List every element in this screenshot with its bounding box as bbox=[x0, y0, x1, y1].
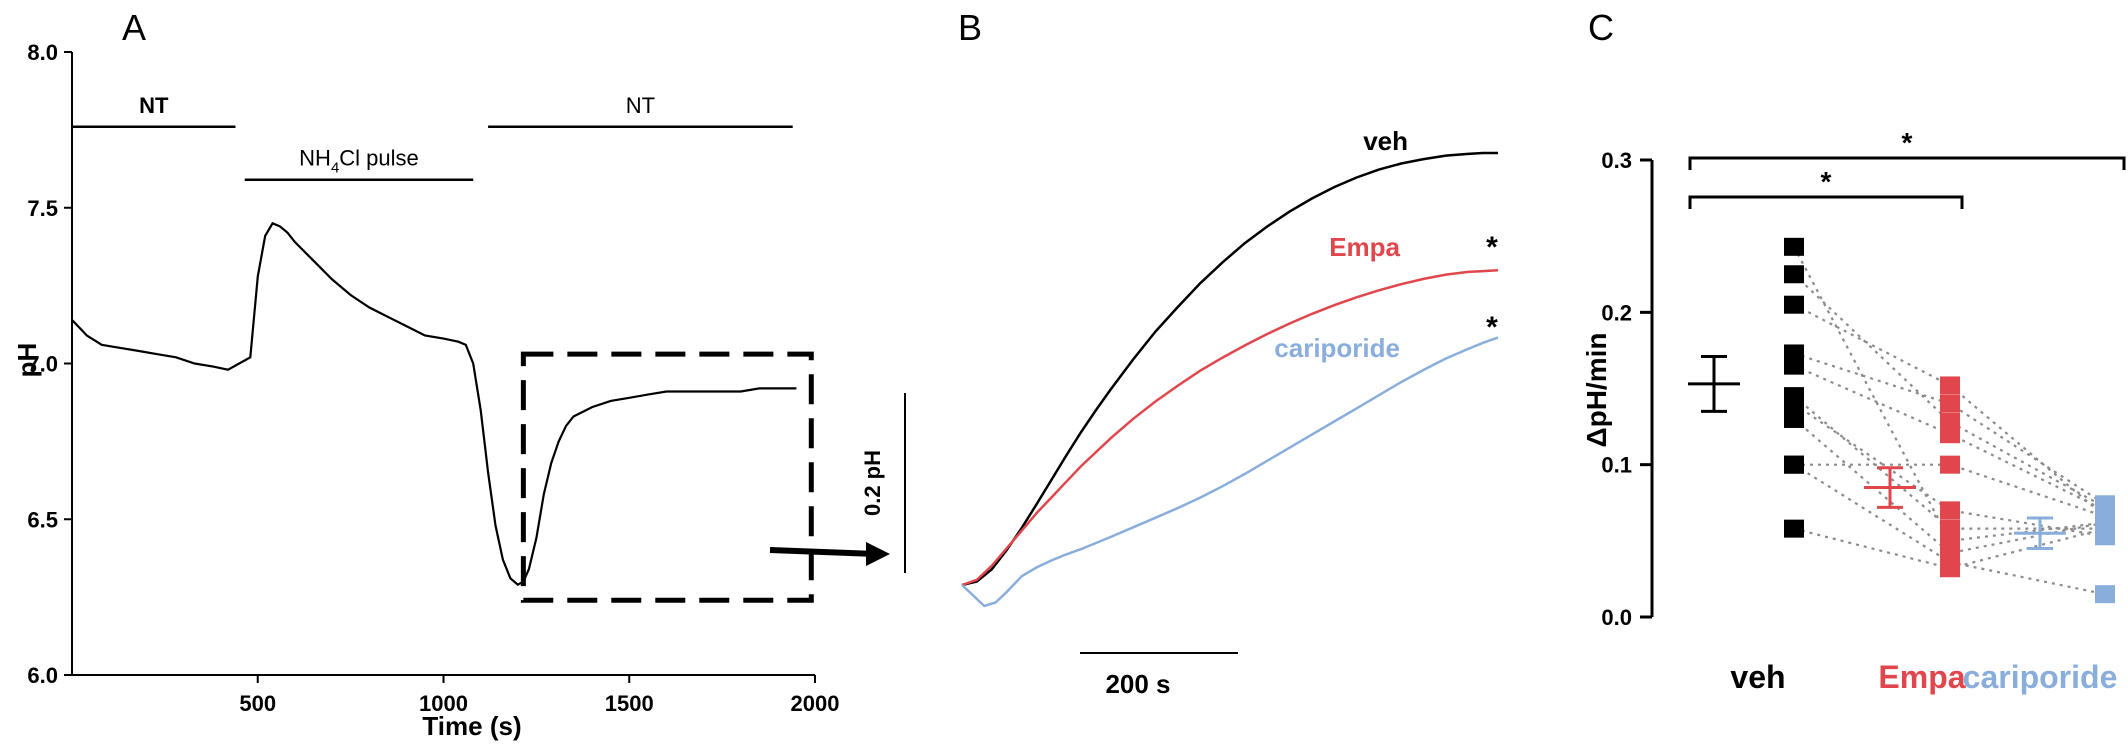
panel-b-asterisk-empa: * bbox=[1486, 231, 1498, 264]
panel-a-inset-arrowhead bbox=[866, 542, 890, 566]
panel-b-trace-veh bbox=[961, 151, 1498, 587]
panel-a-y-tick-label: 6.5 bbox=[27, 507, 58, 532]
panel-c-significance-asterisk: * bbox=[1821, 166, 1832, 197]
panel-b-trace-cariporide bbox=[961, 336, 1499, 608]
panel-c-significance-asterisk: * bbox=[1902, 127, 1913, 158]
panel-a-y-tick-label: 8.0 bbox=[27, 40, 58, 65]
panel-c-significance-brackets: ** bbox=[1688, 127, 2126, 209]
panel-c-data-point bbox=[1940, 413, 1960, 432]
panel-c-data-point bbox=[1940, 455, 1960, 474]
panel-a-ph-scale-label: 0.2 pH bbox=[860, 450, 885, 516]
panel-c-data-point bbox=[1940, 501, 1960, 520]
panel-a-y-tick-label: 6.0 bbox=[27, 663, 58, 688]
panel-c-groups bbox=[1688, 237, 2115, 604]
panel-a-ph-trace bbox=[71, 221, 797, 587]
panel-c-category-label: cariporide bbox=[1963, 659, 2118, 695]
panel-c-data-point bbox=[1784, 344, 1804, 363]
panel-c-paired-line bbox=[1793, 463, 2106, 596]
panel-a-inset-arrow bbox=[769, 547, 877, 557]
panel-b: veh Empa cariporide * * 200 s bbox=[961, 126, 1499, 699]
panel-c-axes bbox=[1640, 158, 1654, 619]
panel-c-y-tick-label: 0.3 bbox=[1601, 148, 1632, 173]
panel-c-tick-labels: 0.0 0.1 0.2 0.3 bbox=[1601, 148, 1632, 630]
panel-a-y-tick-label: 7.5 bbox=[27, 196, 58, 221]
panel-c-data-point bbox=[1940, 394, 1960, 413]
panel-c-paired-line bbox=[1793, 303, 2106, 518]
panel-c-y-tick-label: 0.0 bbox=[1601, 605, 1632, 630]
panel-b-traces bbox=[961, 151, 1499, 608]
panel-c-category-label: Empa bbox=[1878, 659, 1965, 695]
panel-b-trace-empa bbox=[961, 268, 1499, 587]
panel-c-data-point bbox=[1940, 376, 1960, 395]
panel-c-y-axis-label: ΔpH/min bbox=[1581, 332, 1612, 447]
panel-a-condition-label: NT bbox=[626, 93, 655, 118]
panel-c-data-point bbox=[1784, 265, 1804, 284]
panel-a-x-tick-label: 2000 bbox=[791, 691, 840, 716]
panel-b-trace-labels: veh Empa cariporide * * bbox=[1274, 126, 1498, 363]
panel-c-significance-bracket bbox=[1688, 195, 1964, 209]
panel-a-y-axis-label: pH bbox=[12, 343, 42, 378]
panel-a-tick-labels: 6.0 6.5 7.0 7.5 8.0 500 1000 1500 2000 bbox=[27, 40, 839, 716]
panel-c-data-point bbox=[1784, 237, 1804, 256]
panel-a-x-tick-label: 1500 bbox=[605, 691, 654, 716]
panel-label-a: A bbox=[122, 7, 146, 48]
panel-b-label-veh: veh bbox=[1363, 126, 1408, 156]
panel-label-b: B bbox=[958, 7, 982, 48]
panel-c-data-point bbox=[1784, 409, 1804, 428]
panel-c-data-point bbox=[2095, 495, 2115, 514]
panel-a-x-tick-label: 500 bbox=[239, 691, 276, 716]
panel-c-data-point bbox=[2095, 585, 2115, 604]
panel-c-data-point bbox=[1940, 519, 1960, 538]
panel-c-y-tick-label: 0.2 bbox=[1601, 300, 1632, 325]
panel-b-label-empa: Empa bbox=[1329, 232, 1400, 262]
panel-c: 0.00.10.20.3 ΔpH/min ** veh Empacariporid… bbox=[1581, 127, 2126, 695]
panel-a: 6.0 6.5 7.0 7.5 8.0 500 1000 1500 2000 pH Time (… bbox=[12, 40, 906, 741]
panel-a-x-tick-label: 1000 bbox=[419, 691, 468, 716]
panel-a-axes bbox=[64, 51, 816, 683]
panel-c-data-point bbox=[1784, 387, 1804, 406]
panel-a-condition-label: NH4Cl pulse bbox=[299, 146, 419, 177]
panel-c-category-label: veh bbox=[1730, 659, 1785, 695]
panel-c-y-tick-label: 0.1 bbox=[1601, 453, 1632, 478]
panel-b-label-cariporide: cariporide bbox=[1274, 333, 1400, 363]
panel-label-c: C bbox=[1588, 7, 1614, 48]
panel-a-x-axis-label: Time (s) bbox=[422, 711, 521, 741]
panel-c-data-point bbox=[1784, 519, 1804, 538]
panel-c-paired-line bbox=[1794, 463, 2106, 518]
panel-c-significance-bracket bbox=[1688, 156, 2126, 170]
panel-b-time-scale-label: 200 s bbox=[1105, 669, 1170, 699]
panel-a-inset-box bbox=[520, 351, 814, 603]
panel-a-condition-bars: NT NH4Cl pulse NT bbox=[72, 93, 793, 181]
panel-a-y-tick-label: 7.0 bbox=[27, 352, 58, 377]
panel-c-data-point bbox=[1784, 455, 1804, 474]
panel-b-asterisk-cariporide: * bbox=[1486, 311, 1498, 344]
panel-a-condition-label: NT bbox=[139, 93, 169, 118]
panel-c-data-point bbox=[1784, 295, 1804, 314]
